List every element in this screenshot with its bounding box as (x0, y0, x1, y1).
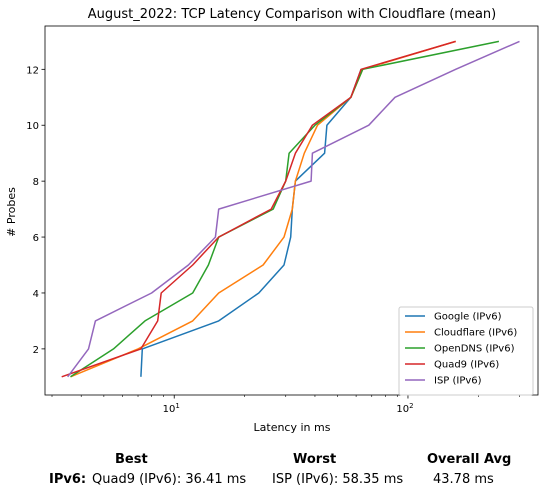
y-tick-label: 2 (33, 345, 39, 356)
chart-title: August_2022: TCP Latency Comparison with… (88, 7, 497, 22)
plot-frame (44, 25, 539, 396)
y-tick-label: 8 (33, 177, 39, 188)
x-tick-label: 101 (163, 402, 180, 415)
legend-box (398, 306, 534, 396)
legend-label-1: Cloudflare (IPv6) (434, 328, 517, 339)
ipv6-row-label: IPv6: (49, 472, 87, 487)
legend-label-2: OpenDNS (IPv6) (434, 344, 515, 355)
plot-area: 2 4 6 8 10 12 101 102 (26, 25, 539, 415)
legend-label-4: ISP (IPv6) (434, 376, 482, 387)
y-tick-label: 10 (26, 121, 39, 132)
x-axis-label: Latency in ms (254, 421, 331, 434)
stats-summary: Best Worst Overall Avg IPv6: Quad9 (IPv6… (0, 448, 548, 494)
y-axis-label: # Probes (5, 187, 18, 237)
y-tick-label: 6 (33, 233, 39, 244)
legend: Google (IPv6) Cloudflare (IPv6) OpenDNS (I… (398, 306, 534, 396)
best-header: Best (115, 452, 148, 467)
series-line-4 (67, 40, 520, 378)
worst-value: ISP (IPv6): 58.35 ms (272, 472, 404, 487)
overall-avg-value: 43.78 ms (433, 472, 494, 487)
series-line-3 (61, 40, 456, 378)
legend-label-3: Quad9 (IPv6) (434, 360, 499, 371)
series-line-1 (70, 40, 456, 378)
x-tick-label: 102 (396, 402, 413, 415)
series-line-0 (140, 69, 362, 377)
latency-chart: August_2022: TCP Latency Comparison with… (5, 7, 539, 434)
best-value: Quad9 (IPv6): 36.41 ms (92, 472, 247, 487)
y-tick-label: 12 (26, 65, 39, 76)
legend-label-0: Google (IPv6) (434, 312, 502, 323)
worst-header: Worst (293, 452, 337, 467)
overall-avg-header: Overall Avg (427, 452, 512, 467)
y-tick-label: 4 (33, 289, 39, 300)
